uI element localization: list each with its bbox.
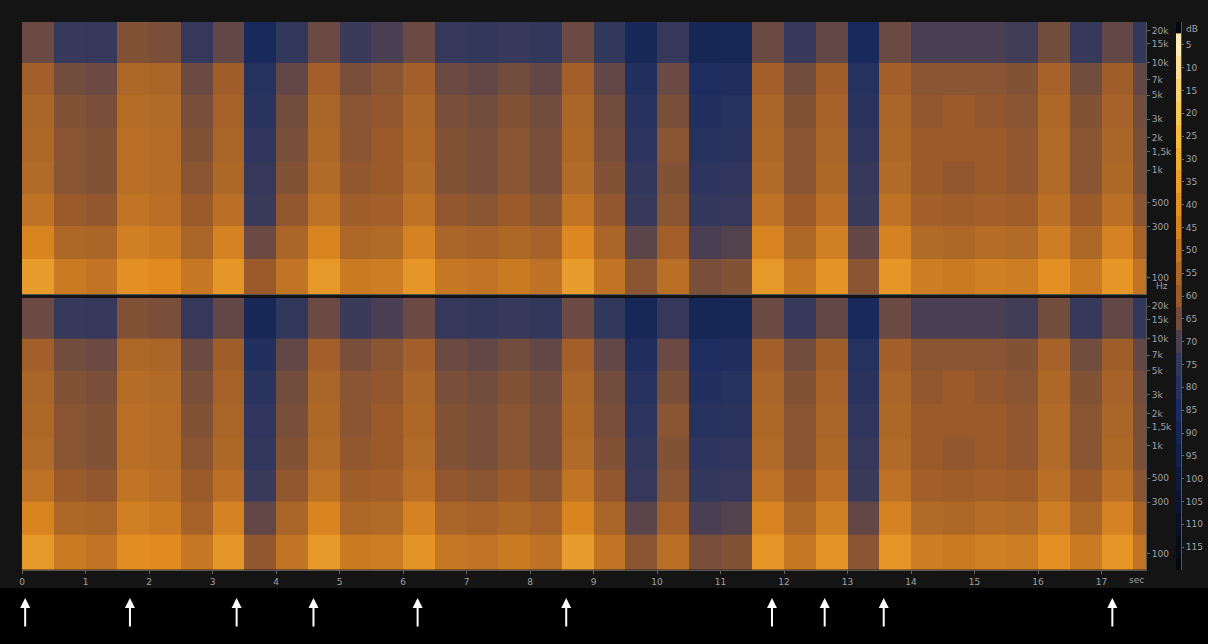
svg-text:10: 10 (1186, 63, 1198, 73)
svg-text:14: 14 (905, 577, 917, 587)
svg-text:6: 6 (400, 577, 406, 587)
svg-text:35: 35 (1186, 177, 1197, 187)
svg-text:13: 13 (842, 577, 853, 587)
svg-text:50: 50 (1186, 245, 1198, 255)
svg-text:90: 90 (1186, 428, 1198, 438)
svg-text:500: 500 (1152, 473, 1169, 483)
svg-text:0: 0 (19, 577, 25, 587)
svg-text:5: 5 (337, 577, 343, 587)
svg-text:45: 45 (1186, 223, 1197, 233)
svg-text:8: 8 (527, 577, 533, 587)
svg-text:3k: 3k (1152, 390, 1164, 400)
svg-text:300: 300 (1152, 497, 1169, 507)
svg-text:110: 110 (1186, 519, 1203, 529)
svg-text:7k: 7k (1152, 350, 1164, 360)
svg-text:Hz: Hz (1156, 281, 1168, 291)
svg-text:300: 300 (1152, 222, 1169, 232)
svg-text:5k: 5k (1152, 366, 1164, 376)
svg-text:70: 70 (1186, 337, 1198, 347)
svg-text:20: 20 (1186, 108, 1198, 118)
svg-text:2k: 2k (1152, 409, 1164, 419)
svg-text:40: 40 (1186, 200, 1198, 210)
svg-text:100: 100 (1152, 549, 1169, 559)
svg-text:7: 7 (464, 577, 470, 587)
svg-text:1,5k: 1,5k (1152, 147, 1172, 157)
svg-text:17: 17 (1096, 577, 1107, 587)
svg-text:11: 11 (715, 577, 726, 587)
svg-text:9: 9 (591, 577, 597, 587)
svg-text:500: 500 (1152, 198, 1169, 208)
svg-text:sec: sec (1129, 575, 1144, 585)
svg-text:80: 80 (1186, 382, 1198, 392)
svg-text:10: 10 (651, 577, 663, 587)
svg-text:105: 105 (1186, 497, 1203, 507)
svg-text:7k: 7k (1152, 75, 1164, 85)
svg-text:115: 115 (1186, 542, 1203, 552)
svg-text:1: 1 (83, 577, 89, 587)
svg-text:1k: 1k (1152, 165, 1164, 175)
svg-text:10k: 10k (1152, 334, 1169, 344)
svg-text:1k: 1k (1152, 441, 1164, 451)
svg-text:20k: 20k (1152, 301, 1169, 311)
svg-text:25: 25 (1186, 131, 1197, 141)
svg-text:55: 55 (1186, 268, 1197, 278)
svg-text:3k: 3k (1152, 114, 1164, 124)
svg-text:15: 15 (969, 577, 980, 587)
svg-text:100: 100 (1152, 273, 1169, 283)
svg-text:65: 65 (1186, 314, 1197, 324)
svg-text:16: 16 (1032, 577, 1044, 587)
svg-text:4: 4 (273, 577, 279, 587)
svg-text:85: 85 (1186, 405, 1197, 415)
svg-text:2: 2 (146, 577, 152, 587)
svg-text:2k: 2k (1152, 133, 1164, 143)
svg-text:5: 5 (1186, 40, 1192, 50)
svg-text:10k: 10k (1152, 58, 1169, 68)
svg-text:1,5k: 1,5k (1152, 422, 1172, 432)
svg-text:20k: 20k (1152, 26, 1169, 36)
svg-text:60: 60 (1186, 291, 1198, 301)
svg-text:3: 3 (210, 577, 216, 587)
svg-text:12: 12 (778, 577, 789, 587)
svg-text:30: 30 (1186, 154, 1198, 164)
svg-text:15k: 15k (1152, 315, 1169, 325)
svg-text:15k: 15k (1152, 39, 1169, 49)
svg-text:95: 95 (1186, 451, 1197, 461)
svg-text:15: 15 (1186, 86, 1197, 96)
svg-text:5k: 5k (1152, 90, 1164, 100)
svg-text:100: 100 (1186, 474, 1203, 484)
svg-text:dB: dB (1186, 24, 1198, 34)
svg-text:75: 75 (1186, 360, 1197, 370)
